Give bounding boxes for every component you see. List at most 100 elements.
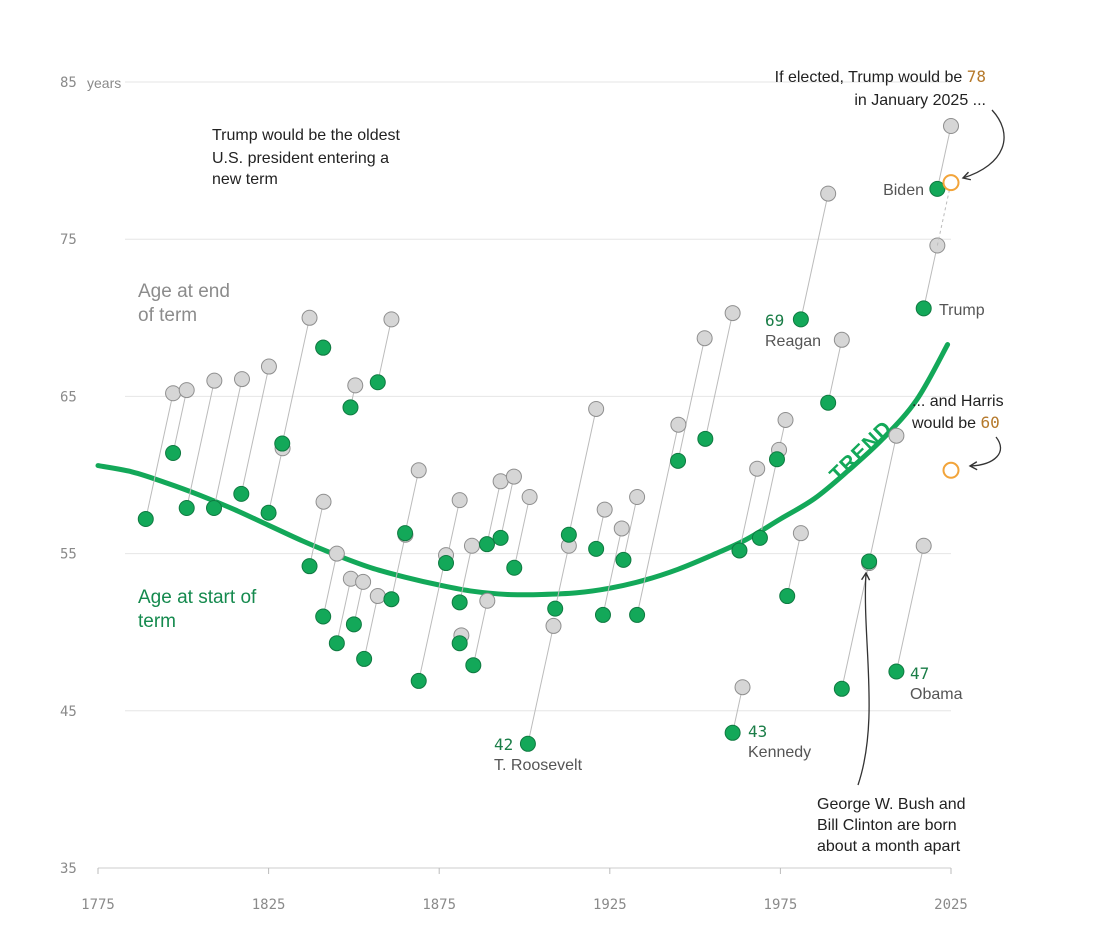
term-connector	[868, 435, 897, 562]
end-age-point	[792, 525, 809, 542]
end-age-point	[613, 520, 630, 537]
reagan-name-label: Reagan	[765, 333, 821, 350]
term-connector	[336, 578, 352, 644]
start-age-point	[233, 485, 250, 502]
x-axis: 1775 1825 1875 1925 1975 2025	[81, 868, 968, 913]
start-age-point	[833, 680, 850, 697]
end-age-point	[315, 493, 332, 510]
trump-dashed-link	[936, 182, 952, 246]
term-connector	[827, 339, 843, 403]
term-connector	[240, 366, 270, 494]
x-tick-2025: 2025	[934, 897, 968, 913]
term-connector	[923, 245, 938, 309]
start-age-point	[345, 616, 362, 633]
start-age-point	[629, 606, 646, 623]
term-connector	[936, 125, 952, 190]
start-age-point	[594, 606, 611, 623]
end-age-point	[463, 537, 480, 554]
end-age-point	[347, 377, 364, 394]
end-age-point	[260, 358, 277, 375]
bush-clinton-note-line3: about a month apart	[817, 838, 961, 855]
term-connector	[500, 476, 515, 538]
x-tick-1975: 1975	[764, 897, 798, 913]
start-age-point	[492, 529, 509, 546]
term-connector	[186, 380, 215, 509]
start-age-point	[588, 540, 605, 557]
start-age-point	[779, 588, 796, 605]
term-connector	[622, 496, 638, 560]
end-age-point	[369, 588, 386, 605]
obama-age-label: 47	[910, 664, 929, 683]
end-age-point	[670, 416, 687, 433]
start-age-point	[731, 542, 748, 559]
start-age-point	[438, 555, 455, 572]
start-age-point	[451, 594, 468, 611]
end-series-label-line1: Age at end	[138, 281, 230, 302]
start-age-point	[451, 635, 468, 652]
trump-2025-point	[942, 174, 960, 192]
end-age-point	[383, 311, 400, 328]
y-tick-85: 85	[60, 75, 77, 91]
x-tick-1775: 1775	[81, 897, 115, 913]
end-age-point	[588, 400, 605, 417]
oldest-note-line1: Trump would be the oldest	[212, 127, 401, 144]
start-age-point	[301, 558, 318, 575]
start-age-point	[328, 635, 345, 652]
x-tick-1875: 1875	[422, 897, 456, 913]
start-age-point	[137, 511, 154, 528]
term-connector	[418, 555, 447, 682]
connectors	[145, 125, 952, 744]
end-age-point	[545, 617, 562, 634]
end-age-point	[596, 501, 613, 518]
end-age-point	[165, 385, 182, 402]
start-age-point	[410, 672, 427, 689]
end-age-point	[233, 371, 250, 388]
start-age-point	[274, 435, 291, 452]
x-tick-1825: 1825	[252, 897, 286, 913]
end-age-point	[505, 468, 522, 485]
trend-line	[95, 342, 951, 598]
term-connector	[404, 470, 420, 534]
term-connector	[895, 545, 925, 672]
term-connector	[472, 600, 488, 666]
start-series-label-line2: term	[138, 611, 176, 632]
start-age-point	[670, 452, 687, 469]
start-age-point	[751, 529, 768, 546]
y-tick-75: 75	[60, 232, 77, 248]
term-connector	[704, 312, 734, 439]
start-age-point	[820, 394, 837, 411]
roosevelt-age-label: 42	[494, 735, 513, 754]
end-age-point	[820, 185, 837, 202]
term-connector	[513, 496, 531, 568]
start-age-point	[206, 500, 223, 517]
term-connector	[459, 545, 473, 603]
start-age-point	[260, 504, 277, 521]
end-age-point	[479, 592, 496, 609]
term-connector	[145, 393, 174, 520]
kennedy-age-label: 43	[748, 722, 767, 741]
start-age-point	[178, 500, 195, 517]
term-connector	[554, 545, 570, 609]
start-age-point	[615, 551, 632, 568]
oldest-note-line3: new term	[212, 171, 278, 188]
end-age-point	[301, 309, 318, 326]
term-connector	[786, 533, 802, 597]
term-connector	[677, 338, 706, 461]
term-connector	[213, 379, 243, 509]
term-connector	[377, 319, 392, 383]
start-series-label-line1: Age at start of	[138, 587, 257, 608]
bush-clinton-note-line1: George W. Bush and	[817, 796, 966, 813]
bush-clinton-note-line2: Bill Clinton are born	[817, 817, 957, 834]
biden-name-label: Biden	[883, 182, 924, 199]
bush-clinton-arrow	[857, 571, 871, 786]
end-age-point	[777, 411, 794, 428]
kennedy-name-label: Kennedy	[748, 744, 811, 761]
term-connector	[486, 481, 502, 545]
start-age-point	[315, 339, 332, 356]
start-age-point	[768, 451, 785, 468]
term-connector	[268, 448, 284, 513]
y-tick-35: 35	[60, 861, 77, 877]
start-age-point	[724, 724, 741, 741]
trump-elected-note-line1: If elected, Trump would be 78	[775, 67, 986, 86]
